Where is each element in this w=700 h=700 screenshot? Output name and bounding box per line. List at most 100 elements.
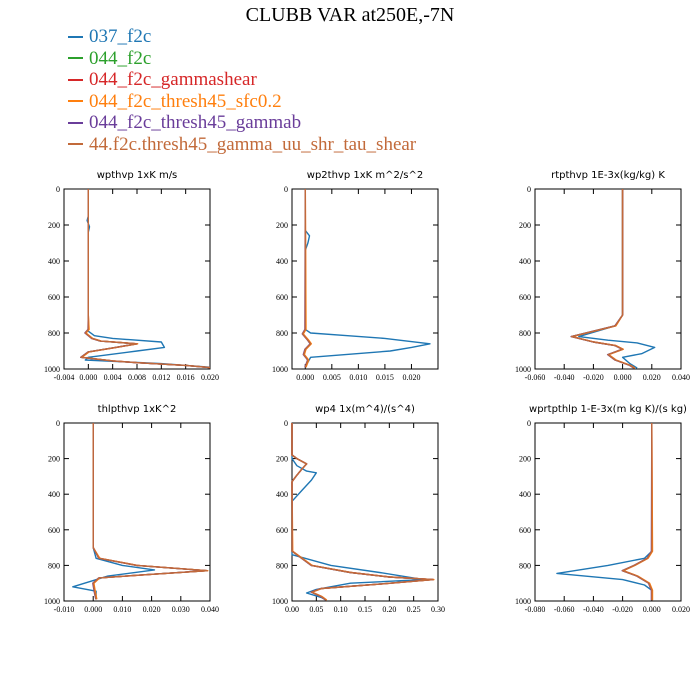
legend-line-icon bbox=[68, 57, 83, 60]
x-tick-label: 0.020 bbox=[143, 605, 161, 614]
legend-line-icon bbox=[68, 78, 83, 81]
y-tick-label: 1000 bbox=[44, 365, 60, 374]
x-tick-label: 0.030 bbox=[172, 605, 190, 614]
x-tick-label: 0.015 bbox=[376, 373, 394, 382]
y-tick-label: 400 bbox=[276, 490, 288, 499]
legend-item: 044_f2c bbox=[68, 48, 416, 70]
x-tick-label: 0.20 bbox=[382, 605, 396, 614]
legend-item: 044_f2c_thresh45_sfc0.2 bbox=[68, 91, 416, 113]
legend-label: 044_f2c_thresh45_sfc0.2 bbox=[89, 90, 282, 112]
y-tick-label: 800 bbox=[519, 329, 531, 338]
legend-line-icon bbox=[68, 35, 83, 38]
legend-label: 044_f2c bbox=[89, 47, 152, 69]
x-tick-label: 0.10 bbox=[334, 605, 348, 614]
series-line bbox=[291, 423, 434, 601]
x-tick-label: 0.05 bbox=[309, 605, 323, 614]
y-tick-label: 200 bbox=[276, 455, 288, 464]
x-tick-label: 0.000 bbox=[296, 373, 314, 382]
y-tick-label: 400 bbox=[48, 490, 60, 499]
x-tick-label: 0.010 bbox=[113, 605, 131, 614]
panel: thlpthvp 1xK^2 -0.010 0.000 0.010 0.020 0.030… bbox=[44, 404, 219, 614]
x-tick-label: 0.25 bbox=[407, 605, 421, 614]
y-tick-label: 600 bbox=[48, 293, 60, 302]
panel: wprtpthlp 1-E-3x(m kg K)/(s kg) -0.080 -0.… bbox=[515, 404, 690, 614]
series-line bbox=[92, 423, 208, 600]
series-line bbox=[92, 423, 208, 600]
y-tick-label: 200 bbox=[48, 221, 60, 230]
x-tick-label: 0.000 bbox=[643, 605, 661, 614]
y-tick-label: 0 bbox=[284, 419, 288, 428]
x-tick-label: 0.012 bbox=[152, 373, 170, 382]
plot-frame bbox=[534, 422, 682, 602]
plot-frame bbox=[63, 422, 211, 602]
series-line bbox=[621, 423, 653, 601]
panel-title: thlpthvp 1xK^2 bbox=[98, 404, 177, 415]
x-tick-label: 0.008 bbox=[128, 373, 146, 382]
x-tick-label: -0.060 bbox=[525, 373, 546, 382]
y-tick-label: 400 bbox=[276, 257, 288, 266]
series-line bbox=[621, 423, 653, 601]
legend-line-icon bbox=[68, 100, 83, 103]
y-tick-label: 800 bbox=[48, 561, 60, 570]
y-tick-label: 800 bbox=[48, 329, 60, 338]
y-tick-label: 600 bbox=[276, 526, 288, 535]
series-line bbox=[304, 189, 431, 368]
plot-frame bbox=[534, 188, 682, 370]
series-line bbox=[84, 189, 211, 368]
series-line bbox=[72, 423, 156, 600]
y-tick-label: 0 bbox=[527, 185, 531, 194]
legend-line-icon bbox=[68, 121, 83, 124]
panel-title: rtpthvp 1E-3x(kg/kg) K bbox=[551, 170, 665, 181]
legend-item: 037_f2c bbox=[68, 26, 416, 48]
chart-title: CLUBB VAR at250E,-7N bbox=[245, 4, 455, 26]
x-tick-label: 0.000 bbox=[84, 605, 102, 614]
y-tick-label: 400 bbox=[519, 490, 531, 499]
y-tick-label: 0 bbox=[284, 185, 288, 194]
x-tick-label: 0.15 bbox=[358, 605, 372, 614]
x-tick-label: 0.004 bbox=[104, 373, 122, 382]
panel: rtpthvp 1E-3x(kg/kg) K -0.060 -0.040 -0.020… bbox=[515, 170, 690, 382]
legend-item: 044_f2c_gammashear bbox=[68, 69, 416, 91]
y-tick-label: 800 bbox=[519, 561, 531, 570]
x-tick-label: 0.020 bbox=[402, 373, 420, 382]
series-line bbox=[301, 189, 312, 368]
y-tick-label: 1000 bbox=[272, 597, 288, 606]
y-tick-label: 200 bbox=[519, 455, 531, 464]
y-tick-label: 400 bbox=[519, 257, 531, 266]
series-line bbox=[80, 189, 211, 369]
series-line bbox=[92, 423, 209, 600]
y-tick-label: 0 bbox=[56, 419, 60, 428]
y-tick-label: 600 bbox=[519, 526, 531, 535]
panel: wpthvp 1xK m/s -0.004 0.000 0.004 0.008 0.012… bbox=[44, 170, 219, 382]
x-tick-label: 0.010 bbox=[349, 373, 367, 382]
x-tick-label: -0.010 bbox=[54, 605, 75, 614]
y-tick-label: 1000 bbox=[515, 365, 531, 374]
series-line bbox=[556, 423, 653, 601]
series-line bbox=[622, 422, 654, 601]
y-tick-label: 200 bbox=[276, 221, 288, 230]
y-tick-label: 200 bbox=[48, 455, 60, 464]
y-tick-label: 600 bbox=[276, 293, 288, 302]
x-tick-label: 0.020 bbox=[201, 373, 219, 382]
y-tick-label: 1000 bbox=[44, 597, 60, 606]
legend-label: 037_f2c bbox=[89, 26, 152, 47]
legend-item: 044_f2c_thresh45_gammab bbox=[68, 112, 416, 134]
y-tick-label: 800 bbox=[276, 561, 288, 570]
x-tick-label: -0.020 bbox=[583, 373, 604, 382]
y-tick-label: 200 bbox=[519, 221, 531, 230]
x-tick-label: -0.060 bbox=[554, 605, 575, 614]
plot-frame bbox=[291, 188, 439, 370]
x-tick-label: -0.020 bbox=[612, 605, 633, 614]
legend: 037_f2c 044_f2c 044_f2c_gammashear 044_f2c_… bbox=[68, 26, 416, 155]
x-tick-label: 0.020 bbox=[672, 605, 690, 614]
series-line bbox=[622, 422, 653, 601]
x-tick-label: 0.005 bbox=[323, 373, 341, 382]
y-tick-label: 0 bbox=[527, 419, 531, 428]
panel-title: wpthvp 1xK m/s bbox=[97, 170, 178, 181]
y-tick-label: 400 bbox=[48, 257, 60, 266]
x-tick-label: -0.080 bbox=[525, 605, 546, 614]
x-tick-label: 0.00 bbox=[285, 605, 299, 614]
panel-title: wprtpthlp 1-E-3x(m kg K)/(s kg) bbox=[529, 404, 687, 415]
series-line bbox=[621, 422, 653, 601]
y-tick-label: 800 bbox=[276, 329, 288, 338]
